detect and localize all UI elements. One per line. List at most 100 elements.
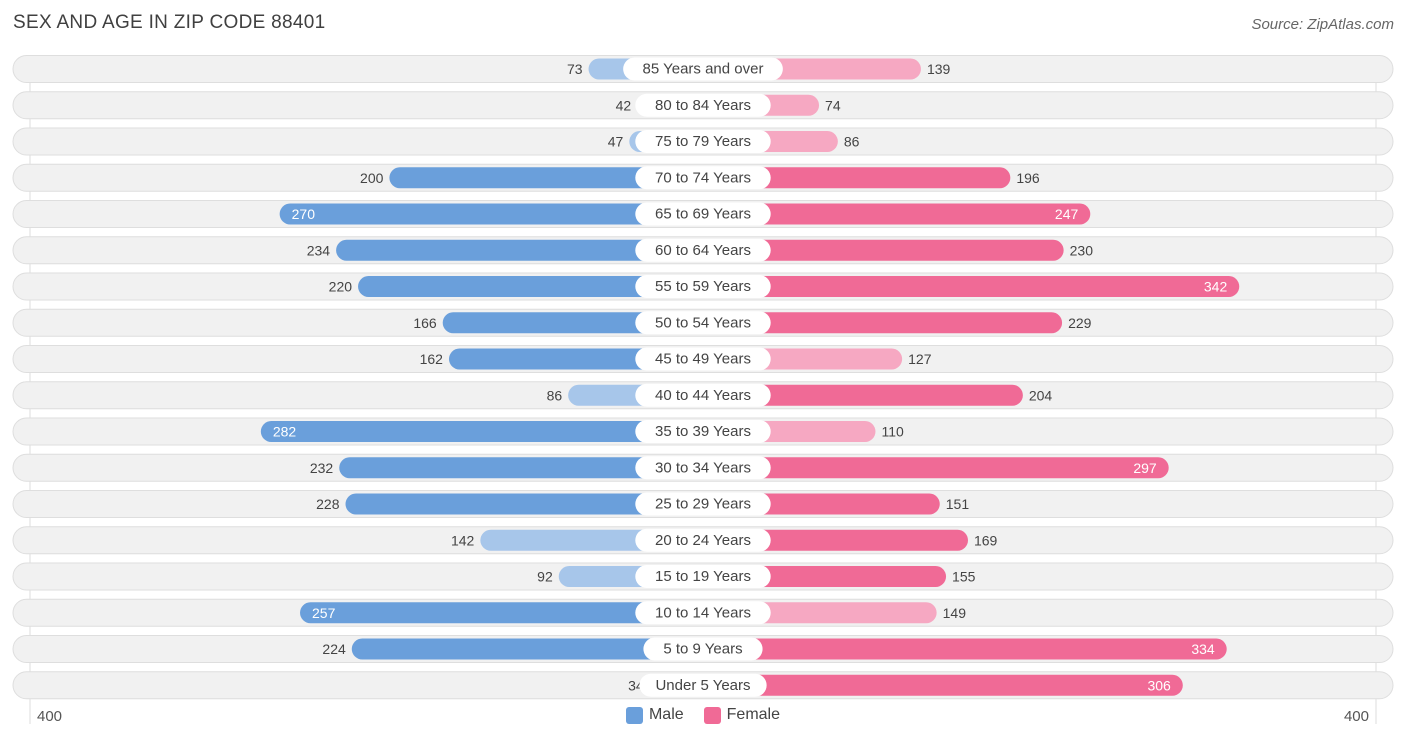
category-label: 20 to 24 Years [655, 532, 751, 549]
value-label-female: 127 [908, 351, 932, 367]
value-label-female: 149 [943, 605, 967, 621]
legend-swatch-female [703, 706, 721, 724]
bar-male [389, 167, 703, 189]
value-label-female: 306 [1147, 677, 1171, 693]
category-label-bg [635, 275, 771, 298]
bar-male [339, 457, 703, 479]
legend-label-female: Female [726, 706, 781, 723]
bar-female [703, 167, 1011, 189]
bar-male [345, 493, 703, 515]
bar-female [703, 674, 1183, 696]
category-label-bg [635, 311, 771, 335]
value-label-male: 232 [310, 460, 334, 476]
value-label-female: 230 [1070, 242, 1094, 258]
bar-female [703, 638, 1227, 660]
bar-male [336, 239, 703, 261]
value-label-female: 110 [881, 424, 904, 440]
bar-male [279, 203, 703, 225]
value-label-female: 139 [927, 61, 951, 77]
bar-female [703, 384, 1023, 406]
category-label: 40 to 44 Years [655, 387, 751, 404]
category-label-bg [635, 601, 771, 625]
category-label: 85 Years and over [643, 61, 764, 78]
category-label-bg [635, 347, 771, 371]
value-label-male: 257 [312, 605, 336, 621]
category-label: 50 to 54 Years [655, 314, 751, 331]
legend-label-male: Male [648, 706, 684, 723]
category-label-bg [635, 565, 771, 588]
category-label-bg [635, 238, 771, 262]
value-label-female: 204 [1029, 387, 1053, 403]
legend: Male Female [0, 706, 1406, 724]
category-label-bg [635, 492, 771, 516]
value-label-female: 247 [1055, 206, 1079, 222]
value-label-female: 74 [825, 97, 841, 113]
value-label-male: 282 [273, 424, 297, 440]
bar-female [703, 276, 1240, 297]
legend-item-female[interactable]: Female [703, 706, 781, 724]
value-label-female: 342 [1204, 279, 1228, 295]
value-label-male: 34 [628, 677, 644, 693]
value-label-male: 224 [322, 641, 346, 657]
axis-right-label: 400 [1343, 708, 1369, 725]
bar-male [300, 602, 703, 624]
category-label: 45 to 49 Years [655, 351, 751, 368]
category-label: 10 to 14 Years [655, 604, 751, 621]
legend-item-male[interactable]: Male [625, 706, 684, 724]
bar-female [703, 312, 1063, 334]
axis-left-label: 400 [37, 708, 63, 725]
category-label-bg [635, 93, 771, 117]
value-label-male: 220 [329, 279, 353, 295]
bar-female [703, 239, 1064, 261]
category-label: 5 to 9 Years [663, 641, 742, 658]
value-label-male: 92 [537, 569, 553, 585]
legend-swatch-male [625, 706, 643, 724]
category-label-bg [635, 202, 771, 226]
category-label-bg [635, 420, 771, 443]
category-label: 70 to 74 Years [655, 169, 751, 186]
bar-female [703, 457, 1169, 479]
value-label-female: 169 [974, 532, 998, 548]
category-label-bg [635, 383, 771, 407]
value-label-male: 270 [292, 206, 316, 222]
category-label: 25 to 29 Years [655, 496, 751, 513]
value-label-male: 200 [360, 170, 384, 186]
bar-male [351, 638, 703, 660]
category-label: 60 to 64 Years [655, 242, 751, 259]
category-label: 80 to 84 Years [655, 97, 751, 114]
value-label-male: 166 [413, 315, 437, 331]
value-label-male: 234 [307, 242, 331, 258]
chart-title: SEX AND AGE IN ZIP CODE 88401 [13, 12, 326, 33]
value-label-male: 228 [316, 496, 340, 512]
value-label-female: 334 [1191, 641, 1215, 657]
category-label-bg [635, 528, 771, 552]
category-label: 65 to 69 Years [655, 206, 751, 223]
category-label-bg [639, 673, 767, 697]
category-label: 30 to 34 Years [655, 459, 751, 476]
category-label: 55 to 59 Years [655, 278, 751, 295]
value-label-male: 42 [616, 97, 632, 113]
category-label: 35 to 39 Years [655, 423, 751, 440]
category-label-bg [635, 166, 771, 190]
category-label-bg [635, 456, 771, 480]
source-label: Source: ZipAtlas.com [1251, 16, 1394, 33]
value-label-female: 86 [844, 134, 860, 150]
category-label-bg [643, 637, 763, 661]
category-label: Under 5 Years [655, 677, 750, 694]
value-label-male: 142 [451, 532, 475, 548]
category-label-bg [623, 57, 783, 81]
category-label: 75 to 79 Years [655, 133, 751, 150]
value-label-female: 155 [952, 569, 976, 585]
bar-female [703, 203, 1091, 225]
value-label-male: 73 [567, 61, 583, 77]
category-label-bg [635, 130, 771, 153]
bar-male [358, 276, 703, 297]
category-label: 15 to 19 Years [655, 568, 751, 585]
value-label-male: 162 [420, 351, 444, 367]
value-label-female: 151 [946, 496, 970, 512]
value-label-male: 47 [608, 134, 624, 150]
value-label-female: 196 [1016, 170, 1040, 186]
bar-male [260, 421, 703, 442]
value-label-female: 297 [1133, 460, 1157, 476]
